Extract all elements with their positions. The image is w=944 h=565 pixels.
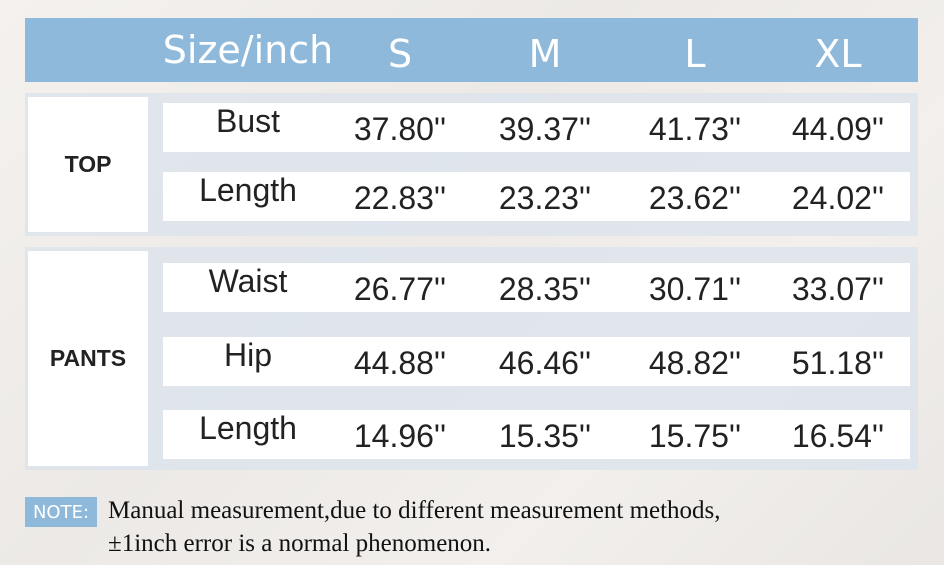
header-size: M — [528, 32, 562, 76]
size-value: 16.54'' — [791, 418, 885, 454]
note-tag: NOTE: — [25, 497, 97, 527]
size-value: 51.18'' — [791, 345, 885, 381]
size-value: 30.71'' — [648, 271, 742, 307]
size-value: 23.62'' — [648, 180, 742, 216]
size-value: 15.75'' — [648, 418, 742, 454]
header-size: S — [387, 32, 413, 76]
size-value: 22.83'' — [353, 180, 447, 216]
header-label: Size/inch — [162, 28, 334, 72]
header-bar — [25, 18, 918, 82]
row-box — [163, 263, 910, 312]
row-box — [163, 410, 910, 459]
section-name: TOP — [28, 97, 148, 232]
size-value: 28.35'' — [498, 271, 592, 307]
note-line: ±1inch error is a normal phenomenon. — [108, 530, 492, 557]
size-value: 15.35'' — [498, 418, 592, 454]
size-value: 46.46'' — [498, 345, 592, 381]
note-line: Manual measurement,due to different meas… — [108, 497, 721, 524]
row-box — [163, 103, 910, 152]
size-value: 33.07'' — [791, 271, 885, 307]
size-value: 41.73'' — [648, 111, 742, 147]
header-size: XL — [814, 32, 862, 76]
size-value: 37.80'' — [353, 111, 447, 147]
size-value: 39.37'' — [498, 111, 592, 147]
row-box — [163, 337, 910, 386]
row-box — [163, 172, 910, 221]
row-label: Waist — [208, 263, 288, 299]
row-label: Length — [199, 172, 297, 208]
section-name: PANTS — [28, 251, 148, 466]
header-size: L — [684, 32, 706, 76]
size-value: 14.96'' — [353, 418, 447, 454]
size-value: 26.77'' — [353, 271, 447, 307]
size-value: 44.09'' — [791, 111, 885, 147]
row-label: Hip — [223, 337, 272, 373]
row-label: Bust — [215, 103, 281, 139]
size-value: 24.02'' — [791, 180, 885, 216]
size-value: 44.88'' — [353, 345, 447, 381]
size-value: 23.23'' — [498, 180, 592, 216]
size-value: 48.82'' — [648, 345, 742, 381]
row-label: Length — [199, 410, 297, 446]
